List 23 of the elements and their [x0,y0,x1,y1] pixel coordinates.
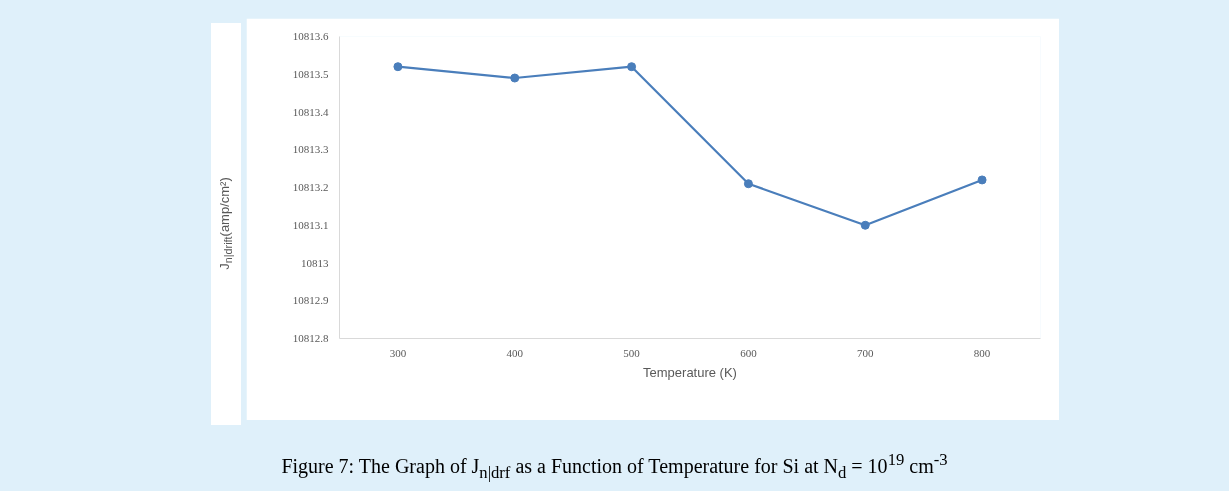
x-tick-label: 500 [623,346,641,359]
caption: Figure 7: The Graph of J$_{n|drf}$ as a Function of Temperature for Si at N$_{d}$ = 10$^{19}$ cm$^{-3}$ [280,449,949,484]
y-tick-label: 10812.9 [292,294,329,307]
point [743,179,753,189]
y-tick-label: 10813.5 [292,67,329,80]
x-tick-label: 800 [973,346,991,359]
y-tick-label: 10812.8 [292,332,329,344]
x-axis-title: Temperature (K) [643,364,737,380]
y-tick-label: 10813.6 [292,30,329,42]
point [510,73,520,83]
x-tick-label: 600 [740,346,758,359]
y-tick-label: 10813.2 [292,181,329,193]
x-tick-label: 300 [389,346,407,359]
y-tick-label: 10813.4 [292,105,329,118]
x-tick-label: 400 [506,346,524,359]
point [977,175,987,185]
point [860,220,870,230]
y-tick-label: 10813 [301,256,329,269]
y-tick-label: 10813.1 [292,218,329,231]
x-tick-label: 700 [857,346,874,359]
point [627,62,637,72]
y-tick-label: 10813.3 [292,143,329,156]
point [393,62,403,72]
